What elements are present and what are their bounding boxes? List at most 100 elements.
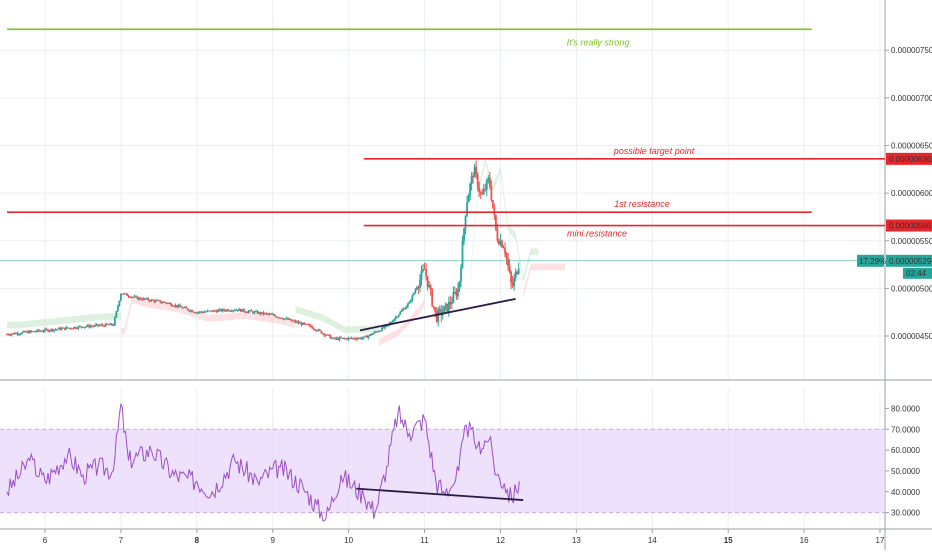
- candle-body: [212, 310, 215, 312]
- candle-body: [66, 327, 69, 329]
- countdown-tag-bg: [903, 267, 932, 279]
- candle-body: [505, 253, 508, 259]
- candle-body: [409, 300, 412, 302]
- candle-body: [343, 337, 345, 339]
- candle-body: [57, 327, 60, 330]
- candle-body: [276, 317, 279, 319]
- candle-body: [33, 331, 36, 333]
- candle-body: [242, 309, 245, 312]
- candle-body: [92, 326, 95, 328]
- candle-body: [21, 332, 24, 334]
- candle-body: [30, 330, 33, 332]
- candle-body: [338, 337, 341, 340]
- candle-body: [324, 335, 327, 337]
- candle-body: [420, 271, 423, 280]
- candle-body: [141, 299, 144, 301]
- cloud-segment: [379, 297, 425, 346]
- candle-body: [44, 328, 46, 332]
- x-tick-label: 8: [195, 536, 200, 545]
- candle-body: [352, 338, 355, 340]
- candle-body: [121, 293, 124, 295]
- candle-body: [484, 189, 487, 191]
- candle-body: [482, 189, 485, 195]
- candle-body: [277, 317, 280, 319]
- candle-body: [337, 338, 339, 340]
- candle-body: [373, 331, 376, 334]
- candle-body: [115, 311, 118, 318]
- candle-body: [391, 321, 394, 323]
- candle-body: [230, 310, 233, 312]
- cloud-segment: [7, 312, 121, 329]
- candle-body: [290, 318, 292, 321]
- candle-body: [177, 305, 180, 307]
- candle-body: [283, 318, 286, 320]
- candle-body: [454, 291, 456, 293]
- candle-body: [45, 328, 48, 330]
- candle-body: [425, 269, 427, 277]
- candle-body: [457, 289, 459, 297]
- x-tick-label: 15: [724, 536, 733, 545]
- ichimoku-cloud: [7, 156, 565, 346]
- candle-body: [470, 175, 473, 184]
- candle-body: [95, 324, 98, 326]
- y-tick-label: 0.00000450: [891, 332, 932, 341]
- candle-body: [198, 311, 201, 313]
- candle-body: [411, 295, 414, 301]
- candle-body: [437, 309, 440, 322]
- candle-body: [38, 329, 40, 331]
- candle-body: [358, 337, 361, 339]
- candle-body: [340, 337, 342, 339]
- candle-body: [495, 215, 497, 230]
- candle-body: [256, 311, 259, 314]
- candle-body: [508, 265, 511, 272]
- candle-body: [97, 324, 100, 326]
- candle-body: [434, 307, 437, 312]
- level-label-2: 1st resistance: [614, 199, 670, 209]
- candle-body: [469, 183, 471, 196]
- candle-body: [488, 177, 491, 187]
- candle-body: [10, 333, 13, 336]
- candle-body: [7, 334, 10, 336]
- y-tick-label: 0.00000750: [891, 46, 932, 55]
- candle-body: [103, 325, 106, 327]
- candle-body: [189, 310, 192, 312]
- candle-body: [309, 325, 312, 327]
- candle-body: [282, 318, 285, 320]
- candle-body: [107, 324, 110, 326]
- candle-body: [479, 192, 482, 194]
- x-tick-label: 16: [800, 536, 809, 545]
- change-tag: 17.29%: [859, 257, 886, 266]
- candle-body: [182, 307, 185, 309]
- candle-body: [116, 305, 119, 312]
- candle-body: [472, 175, 475, 178]
- candle-body: [350, 337, 353, 339]
- candle-body: [303, 322, 306, 324]
- cloud-segment: [120, 296, 296, 335]
- candle-body: [463, 228, 465, 241]
- candle-body: [381, 327, 383, 331]
- candle-body: [314, 329, 317, 331]
- candle-body: [98, 325, 101, 327]
- rsi-y-tick-label: 80.0000: [891, 404, 920, 413]
- candle-body: [341, 337, 344, 339]
- price-tag-bg: [886, 152, 932, 165]
- candle-body: [435, 311, 438, 322]
- rsi-band: [0, 429, 885, 513]
- candle-body: [516, 271, 519, 274]
- price-trendline: [359, 298, 516, 332]
- candle-body: [302, 322, 304, 325]
- candle-body: [452, 292, 455, 303]
- candle-body: [268, 313, 271, 315]
- candle-body: [165, 302, 168, 304]
- candle-body: [36, 329, 39, 332]
- x-tick-label: 10: [344, 536, 353, 545]
- candle-body: [171, 305, 174, 307]
- candle-body: [233, 310, 236, 312]
- candle-body: [390, 322, 393, 324]
- candle-body: [428, 285, 430, 287]
- cloud-segment: [295, 306, 379, 334]
- candle-body: [12, 333, 15, 335]
- candle-body: [69, 327, 72, 329]
